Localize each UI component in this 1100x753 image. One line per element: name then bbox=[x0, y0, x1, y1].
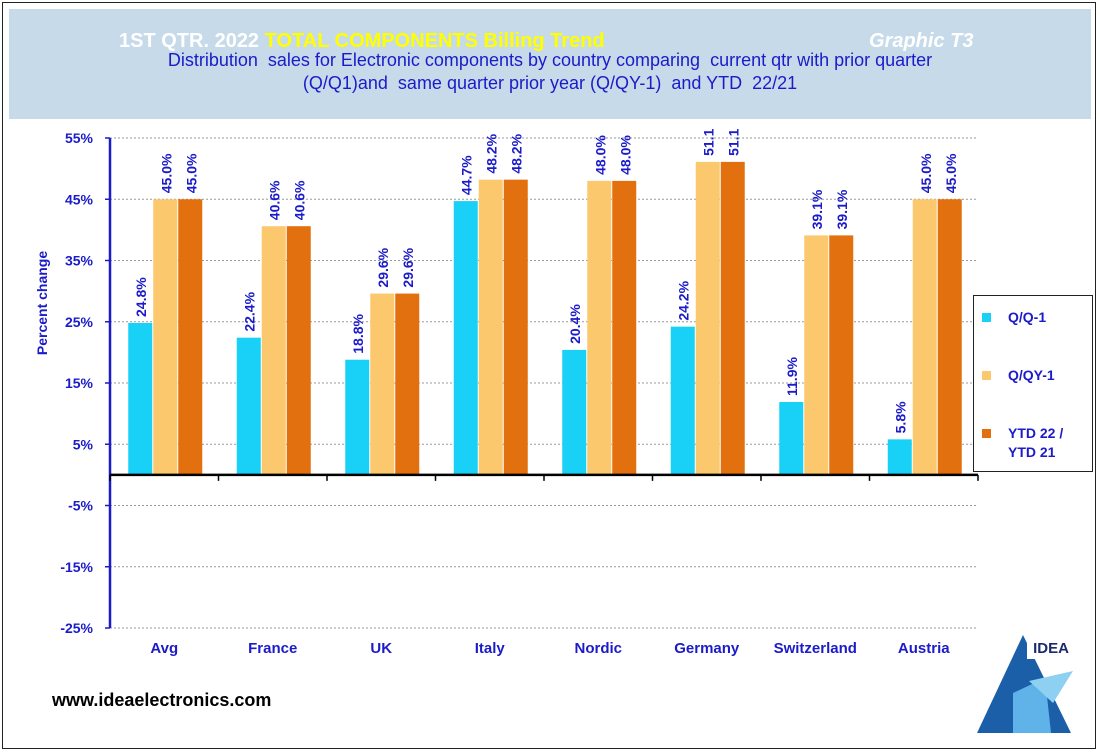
y-tick-label: -25% bbox=[60, 620, 93, 636]
data-label: 5.8% bbox=[893, 401, 909, 433]
bar bbox=[345, 359, 370, 475]
data-label: 48.0% bbox=[617, 135, 633, 175]
logo-text: IDEA bbox=[1033, 640, 1069, 657]
bar bbox=[720, 161, 745, 475]
data-label: 11.9% bbox=[784, 357, 800, 396]
data-label: 48.2% bbox=[484, 133, 500, 173]
x-tick-label: Austria bbox=[898, 640, 950, 657]
bar bbox=[779, 401, 804, 475]
data-label: 29.6% bbox=[400, 247, 416, 287]
bar bbox=[236, 337, 261, 475]
data-label: 45.0% bbox=[158, 153, 174, 193]
legend-swatch-qq1 bbox=[982, 313, 991, 322]
data-label: 24.2% bbox=[676, 280, 692, 320]
x-tick-label: Germany bbox=[674, 640, 740, 657]
y-tick-label: 15% bbox=[65, 375, 94, 391]
footer-url: www.ideaelectronics.com bbox=[52, 690, 272, 710]
bar bbox=[804, 235, 829, 475]
data-label: 48.0% bbox=[592, 135, 608, 175]
bar bbox=[612, 180, 637, 475]
data-label: 51.1 bbox=[701, 128, 717, 155]
legend-label-ytd-line2: YTD 21 bbox=[1008, 444, 1056, 460]
data-label: 40.6% bbox=[292, 180, 308, 220]
bar bbox=[178, 199, 203, 475]
bar bbox=[453, 201, 478, 475]
x-tick-label: Nordic bbox=[574, 640, 622, 657]
bar bbox=[829, 235, 854, 475]
bar bbox=[937, 199, 962, 475]
x-tick-label: France bbox=[248, 640, 297, 657]
bar bbox=[670, 326, 695, 475]
legend-label-qqy1: Q/QY-1 bbox=[1008, 367, 1055, 383]
data-label: 45.0% bbox=[183, 153, 199, 193]
data-label: 39.1% bbox=[834, 189, 850, 229]
data-label: 18.8% bbox=[350, 313, 366, 353]
x-tick-label: Switzerland bbox=[774, 640, 857, 657]
chart-title: 1ST QTR. 2022 TOTAL COMPONENTS Billing T… bbox=[119, 30, 605, 53]
legend: Q/Q-1 Q/QY-1 YTD 22 / YTD 21 bbox=[973, 295, 1093, 472]
subtitle-line-1: Distribution sales for Electronic compon… bbox=[167, 50, 933, 70]
x-tick-label: Italy bbox=[475, 640, 506, 657]
data-label: 39.1% bbox=[809, 189, 825, 229]
data-label: 45.0% bbox=[943, 153, 959, 193]
graphic-label: Graphic T3 bbox=[869, 30, 974, 52]
title-line: 1ST QTR. 2022 TOTAL COMPONENTS Billing T… bbox=[9, 27, 1091, 57]
legend-label-ytd-line1: YTD 22 / bbox=[1008, 425, 1064, 441]
data-label: 44.7% bbox=[459, 155, 475, 195]
data-label: 20.4% bbox=[567, 304, 583, 344]
y-axis-label: Percent change bbox=[34, 251, 50, 355]
data-label: 45.0% bbox=[918, 153, 934, 193]
bar bbox=[887, 439, 912, 475]
title-prefix: 1ST QTR. 2022 bbox=[119, 30, 260, 52]
y-tick-label: -5% bbox=[68, 498, 93, 514]
data-label: 40.6% bbox=[267, 180, 283, 220]
bar bbox=[261, 226, 286, 475]
x-tick-label: Avg bbox=[150, 640, 178, 657]
bar bbox=[587, 180, 612, 475]
logo-triangle-accent bbox=[1029, 671, 1073, 703]
x-tick-label: UK bbox=[370, 640, 392, 657]
chart-subtitle: Distribution sales for Electronic compon… bbox=[9, 49, 1091, 95]
title-highlight: TOTAL COMPONENTS Billing Trend bbox=[264, 30, 605, 52]
data-label: 51.1 bbox=[726, 128, 742, 155]
y-tick-label: 55% bbox=[65, 130, 94, 146]
legend-label-qq1: Q/Q-1 bbox=[1008, 309, 1047, 325]
bar bbox=[503, 179, 528, 475]
header-banner: 1ST QTR. 2022 TOTAL COMPONENTS Billing T… bbox=[9, 9, 1091, 119]
subtitle-line-2: (Q/Q1)and same quarter prior year (Q/QY-… bbox=[302, 73, 798, 93]
data-label: 48.2% bbox=[509, 133, 525, 173]
data-label: 22.4% bbox=[242, 291, 258, 331]
y-tick-label: 35% bbox=[65, 253, 94, 269]
bar bbox=[153, 199, 178, 475]
data-label: 24.8% bbox=[133, 277, 149, 317]
legend-swatch-ytd bbox=[982, 429, 991, 438]
bar bbox=[562, 349, 587, 475]
y-tick-label: -15% bbox=[60, 559, 93, 575]
legend-swatch-qqy1 bbox=[982, 371, 991, 380]
bar bbox=[912, 199, 937, 475]
y-tick-label: 45% bbox=[65, 191, 94, 207]
bar bbox=[128, 322, 153, 475]
bar bbox=[478, 179, 503, 475]
bar bbox=[370, 293, 395, 475]
data-label: 29.6% bbox=[375, 247, 391, 287]
bar bbox=[695, 161, 720, 475]
bar bbox=[286, 226, 311, 475]
y-tick-label: 25% bbox=[65, 314, 94, 330]
bar bbox=[395, 293, 420, 475]
idea-logo: IDEA bbox=[977, 635, 1075, 733]
legend-label-ytd: YTD 22 / YTD 21 bbox=[1008, 424, 1063, 462]
logo-text-bg bbox=[1027, 637, 1075, 659]
y-tick-label: 5% bbox=[73, 436, 94, 452]
